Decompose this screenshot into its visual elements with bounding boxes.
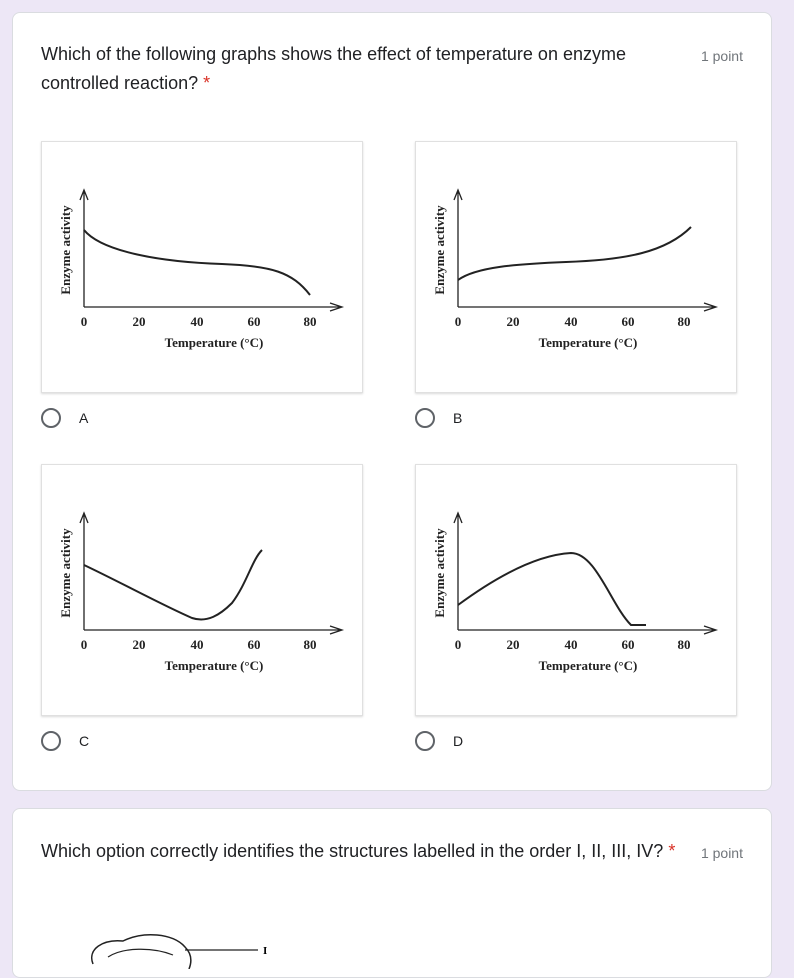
x-tick-label: 40 xyxy=(565,637,578,652)
x-tick-label: 40 xyxy=(565,314,578,329)
x-tick-label: 40 xyxy=(191,637,204,652)
points: 1 point xyxy=(700,48,743,64)
figure-outline xyxy=(91,934,192,969)
x-tick-label: 20 xyxy=(507,314,520,329)
graph: 0 20 40 60 80 Temperature (°C) Enzyme activity xyxy=(58,511,345,673)
x-tick-label: 80 xyxy=(678,637,691,652)
option: D xyxy=(415,731,463,751)
x-tick-label: 80 xyxy=(678,314,691,329)
graph-image: 0 20 40 60 80 Temperature (°C) Enzyme activity xyxy=(41,141,363,393)
y-axis-label: Enzyme activity xyxy=(58,205,73,295)
option-label: A xyxy=(79,410,89,426)
radio-button[interactable] xyxy=(41,731,61,751)
axis xyxy=(79,188,345,312)
figure-label: I xyxy=(263,945,267,957)
option-label: B xyxy=(453,410,463,426)
y-axis-label: Enzyme activity xyxy=(58,528,73,618)
y-axis-label: Enzyme activity xyxy=(432,205,447,295)
graph-image: 0 20 40 60 80 Temperature (°C) Enzyme activity xyxy=(415,141,737,393)
x-tick-label: 80 xyxy=(304,314,317,329)
x-tick-label: 60 xyxy=(622,314,635,329)
graph: 0 20 40 60 80 Temperature (°C) Enzyme activity xyxy=(432,188,719,350)
x-tick-label: 60 xyxy=(248,314,261,329)
radio-button[interactable] xyxy=(41,408,61,428)
question-card: Which option correctly identifies the st… xyxy=(12,808,772,978)
figure-outline xyxy=(107,948,174,958)
x-axis-label: Temperature (°C) xyxy=(539,658,638,673)
radio-button[interactable] xyxy=(415,408,435,428)
x-axis-label: Temperature (°C) xyxy=(165,335,264,350)
x-tick-label: 0 xyxy=(455,314,462,329)
required-mark: * xyxy=(668,841,676,861)
x-tick-label: 20 xyxy=(507,637,520,652)
x-tick-label: 20 xyxy=(133,314,146,329)
question-card: Which of the following graphs shows the … xyxy=(12,12,772,791)
x-axis-label: Temperature (°C) xyxy=(539,335,638,350)
question-title: Which option correctly identifies the st… xyxy=(41,837,691,866)
x-tick-label: 80 xyxy=(304,637,317,652)
axis xyxy=(453,188,719,312)
axis xyxy=(79,511,345,635)
option-label: C xyxy=(79,733,90,749)
option: B xyxy=(415,408,462,428)
graph-image: 0 20 40 60 80 Temperature (°C) Enzyme activity xyxy=(415,464,737,716)
curve xyxy=(457,551,646,626)
x-tick-label: 60 xyxy=(622,637,635,652)
option: A xyxy=(41,408,88,428)
radio-button[interactable] xyxy=(415,731,435,751)
figure: I xyxy=(91,934,267,969)
points: 1 point xyxy=(700,845,743,861)
graph: 0 20 40 60 80 Temperature (°C) Enzyme activity xyxy=(58,188,345,350)
x-tick-label: 0 xyxy=(81,314,88,329)
option-label: D xyxy=(453,733,464,749)
option: C xyxy=(41,731,89,751)
graph-image: 0 20 40 60 80 Temperature (°C) Enzyme activity xyxy=(41,464,363,716)
x-tick-label: 0 xyxy=(81,637,88,652)
x-tick-label: 40 xyxy=(191,314,204,329)
question-text: Which option correctly identifies the st… xyxy=(41,841,664,861)
y-axis-label: Enzyme activity xyxy=(432,528,447,618)
x-axis-label: Temperature (°C) xyxy=(165,658,264,673)
graph: 0 20 40 60 80 Temperature (°C) Enzyme activity xyxy=(432,511,719,673)
curve xyxy=(83,229,311,296)
x-tick-label: 20 xyxy=(133,637,146,652)
curve xyxy=(457,226,692,281)
x-tick-label: 0 xyxy=(455,637,462,652)
curve xyxy=(83,549,263,621)
required-mark: * xyxy=(203,73,211,93)
question-title: Which of the following graphs shows the … xyxy=(41,40,681,98)
axis xyxy=(453,511,719,635)
x-tick-label: 60 xyxy=(248,637,261,652)
question-text: Which of the following graphs shows the … xyxy=(41,44,626,93)
